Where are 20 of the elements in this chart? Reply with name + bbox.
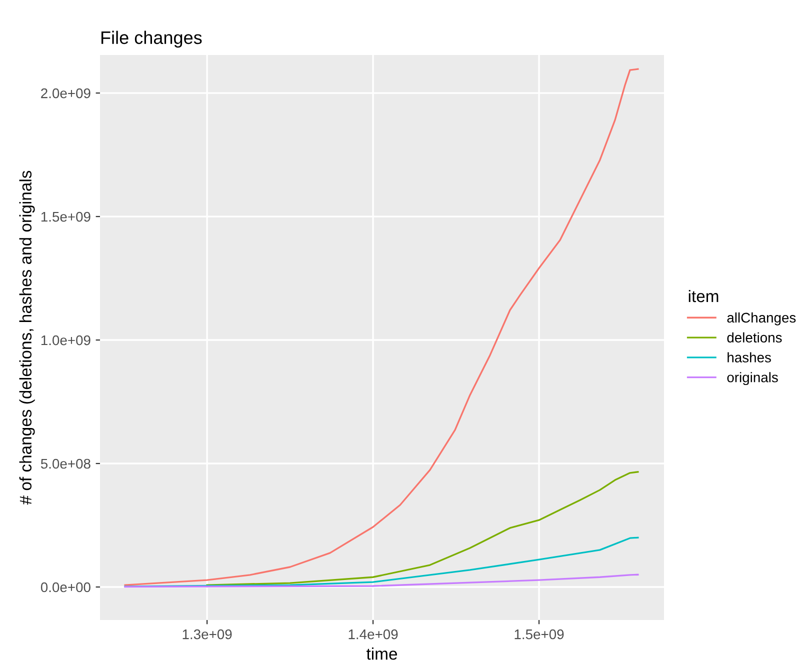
x-tick-label: 1.5e+09 [514,629,564,640]
y-tick-label: 1.0e+09 [41,335,90,346]
legend-label: deletions [727,332,782,343]
y-tick-label: 0.0e+00 [40,582,90,592]
legend-label: originals [727,372,778,386]
x-tick-label: 1.4e+09 [348,629,398,640]
chart-title: File changes [101,30,202,48]
legend-title: item [688,290,718,302]
line-series [124,536,639,588]
legend-label: allChanges [727,312,796,326]
line-series [124,574,639,588]
line-series [206,471,639,586]
y-axis-title: # of changes (deletions, hashes and originals [19,170,35,505]
y-tick-label: 1.5e+09 [41,212,90,222]
x-tick-label: 1.3e+09 [182,629,232,640]
y-tick-label: 5.0e+08 [40,458,90,469]
x-axis-title: time [366,648,398,660]
legend-label: hashes [728,352,771,362]
line-series [124,68,639,586]
y-tick-label: 2.0e+09 [41,88,90,98]
